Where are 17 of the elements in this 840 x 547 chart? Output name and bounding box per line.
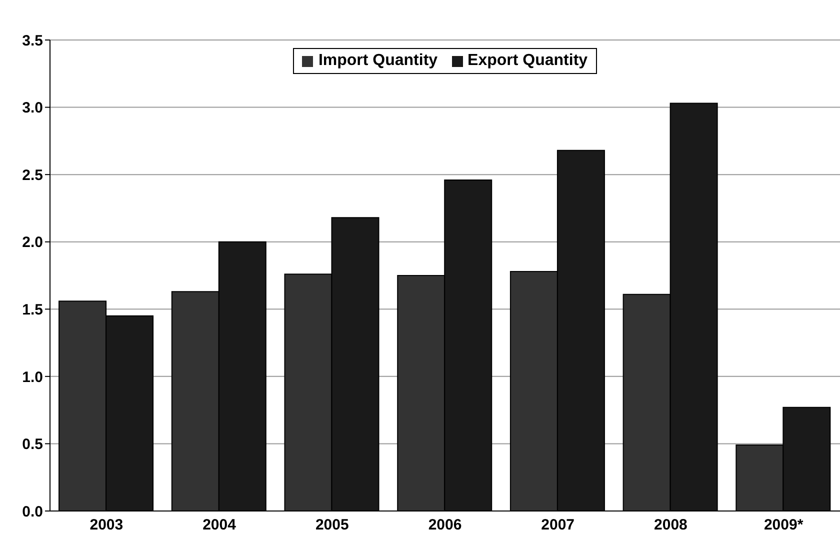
x-tick-label: 2003	[90, 516, 124, 534]
legend-label: Import Quantity	[317, 52, 438, 70]
y-tick-label: 0.5	[22, 436, 43, 454]
y-tick-label: 2.0	[22, 234, 43, 252]
y-tick-label: 1.5	[22, 301, 43, 318]
x-tick-label: 2008	[654, 516, 688, 534]
legend-label: Export Quantity	[466, 52, 588, 70]
x-tick-label: 2004	[202, 516, 237, 534]
y-tick-label: 2.5	[22, 166, 43, 184]
y-tick-label: 3.0	[22, 100, 43, 117]
y-tick-label: 0.0	[22, 503, 43, 520]
y-tick-label: 1.0	[22, 368, 43, 386]
y-tick-label: 3.5	[22, 32, 43, 50]
x-tick-label: 2007	[541, 516, 575, 534]
x-tick-label: 2006	[428, 516, 462, 534]
x-tick-label: 2009*	[764, 516, 804, 534]
x-tick-label: 2005	[315, 516, 349, 534]
